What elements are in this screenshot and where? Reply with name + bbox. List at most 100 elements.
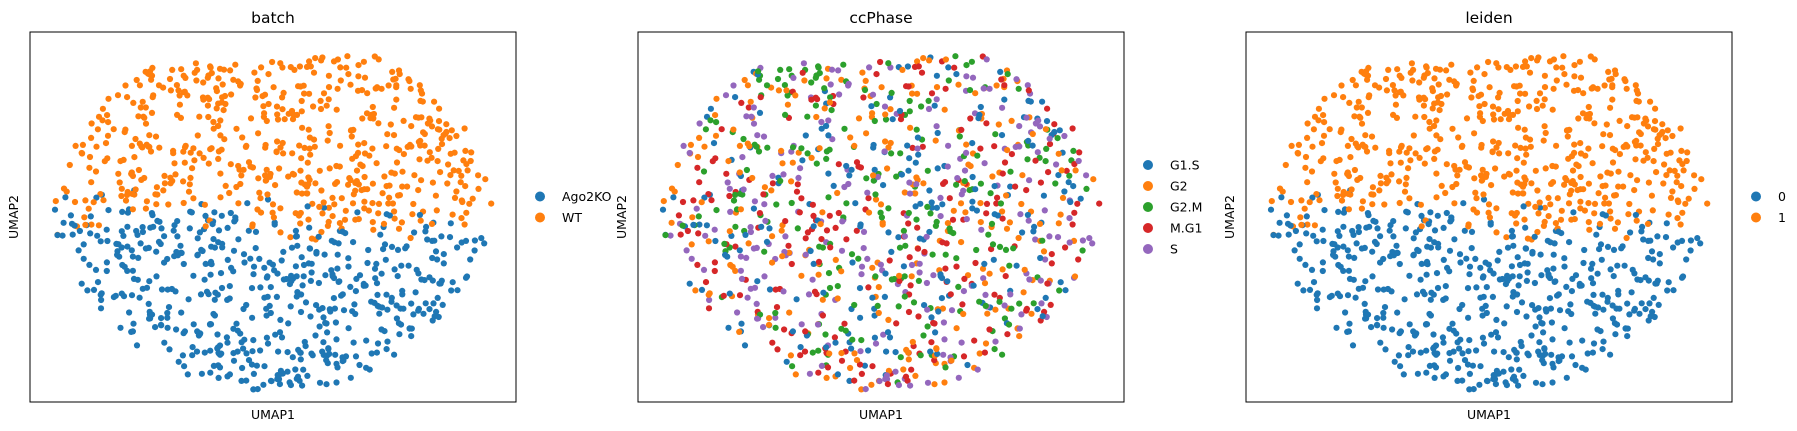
scatter-point bbox=[1633, 137, 1640, 144]
scatter-point bbox=[391, 104, 398, 111]
scatter-point bbox=[705, 238, 712, 245]
scatter-point bbox=[1503, 234, 1510, 241]
scatter-point bbox=[318, 187, 325, 194]
scatter-point bbox=[1444, 91, 1451, 98]
scatter-point bbox=[231, 218, 238, 225]
scatter-point bbox=[307, 313, 314, 320]
scatter-point bbox=[775, 87, 783, 94]
scatter-point bbox=[1001, 315, 1009, 322]
scatter-point bbox=[881, 148, 888, 155]
scatter-point bbox=[868, 103, 875, 110]
scatter-point bbox=[702, 279, 710, 286]
scatter-point bbox=[950, 207, 957, 214]
scatter-point bbox=[1440, 224, 1447, 231]
scatter-point bbox=[785, 242, 792, 249]
scatter-point bbox=[858, 386, 865, 393]
scatter-point bbox=[1435, 94, 1442, 101]
scatter-point bbox=[192, 60, 199, 67]
scatter-point bbox=[167, 87, 174, 94]
scatter-point bbox=[432, 192, 439, 199]
scatter-point bbox=[1492, 165, 1499, 172]
scatter-point bbox=[1627, 172, 1634, 179]
scatter-point bbox=[711, 259, 719, 266]
scatter-point bbox=[169, 177, 176, 185]
scatter-point bbox=[736, 247, 743, 254]
scatter-point bbox=[190, 321, 197, 328]
scatter-point bbox=[993, 82, 1000, 89]
scatter-point bbox=[1046, 141, 1054, 148]
scatter-point bbox=[1578, 282, 1585, 289]
scatter-point bbox=[1454, 377, 1461, 384]
scatter-point bbox=[337, 142, 344, 149]
scatter-point bbox=[1463, 115, 1471, 122]
scatter-point bbox=[695, 230, 702, 237]
scatter-point bbox=[1337, 263, 1344, 270]
scatter-point bbox=[988, 246, 995, 253]
scatter-point bbox=[886, 257, 893, 264]
scatter-point bbox=[369, 219, 376, 226]
scatter-point bbox=[934, 129, 941, 137]
scatter-point bbox=[220, 107, 227, 114]
scatter-point bbox=[1294, 149, 1301, 157]
scatter-point bbox=[116, 179, 123, 186]
scatter-point bbox=[1669, 188, 1676, 195]
scatter-point bbox=[961, 275, 968, 282]
scatter-point bbox=[391, 351, 398, 358]
scatter-point bbox=[161, 233, 168, 240]
scatter-point bbox=[157, 321, 165, 328]
scatter-point bbox=[176, 101, 183, 108]
scatter-point bbox=[1062, 244, 1069, 251]
scatter-point bbox=[933, 72, 941, 79]
scatter-point bbox=[1317, 158, 1324, 165]
scatter-point bbox=[1412, 150, 1419, 157]
scatter-point bbox=[1437, 136, 1444, 143]
scatter-point bbox=[817, 221, 824, 228]
scatter-point bbox=[1537, 251, 1544, 258]
scatter-point bbox=[1479, 117, 1486, 125]
scatter-point bbox=[1637, 142, 1644, 149]
scatter-point bbox=[1526, 69, 1534, 76]
scatter-point bbox=[863, 130, 870, 137]
scatter-point bbox=[1561, 255, 1568, 262]
scatter-point bbox=[838, 350, 845, 357]
scatter-point bbox=[312, 332, 319, 339]
scatter-point bbox=[88, 120, 95, 127]
scatter-point bbox=[315, 279, 322, 287]
scatter-point bbox=[983, 210, 990, 217]
scatter-point bbox=[769, 172, 776, 179]
scatter-point bbox=[211, 296, 218, 303]
scatter-point bbox=[736, 292, 744, 299]
scatter-point bbox=[846, 377, 853, 384]
scatter-point bbox=[1480, 340, 1488, 347]
scatter-point bbox=[986, 326, 993, 333]
scatter-point bbox=[907, 282, 914, 289]
scatter-point bbox=[1562, 175, 1569, 182]
scatter-point bbox=[713, 119, 720, 126]
scatter-point bbox=[122, 126, 129, 133]
scatter-point bbox=[423, 223, 430, 230]
scatter-point bbox=[265, 100, 272, 108]
scatter-point bbox=[1443, 67, 1450, 74]
scatter-point bbox=[288, 107, 296, 115]
scatter-point bbox=[238, 172, 245, 179]
scatter-point bbox=[149, 94, 156, 101]
scatter-point bbox=[1001, 96, 1008, 103]
scatter-point bbox=[1309, 194, 1316, 201]
scatter-point bbox=[273, 148, 280, 155]
scatter-point bbox=[954, 175, 961, 182]
scatter-point bbox=[1040, 248, 1048, 255]
scatter-point bbox=[166, 75, 174, 83]
scatter-point bbox=[1321, 207, 1328, 214]
scatter-point bbox=[887, 139, 894, 147]
scatter-point bbox=[1673, 179, 1680, 186]
scatter-point bbox=[914, 134, 922, 141]
scatter-point bbox=[1654, 233, 1661, 240]
scatter-point bbox=[207, 271, 214, 278]
scatter-point bbox=[758, 223, 765, 230]
scatter-point bbox=[154, 217, 161, 224]
scatter-point bbox=[1031, 223, 1038, 230]
scatter-point bbox=[412, 289, 419, 296]
scatter-point bbox=[667, 232, 674, 239]
scatter-point bbox=[1304, 134, 1311, 141]
scatter-point bbox=[689, 214, 696, 221]
